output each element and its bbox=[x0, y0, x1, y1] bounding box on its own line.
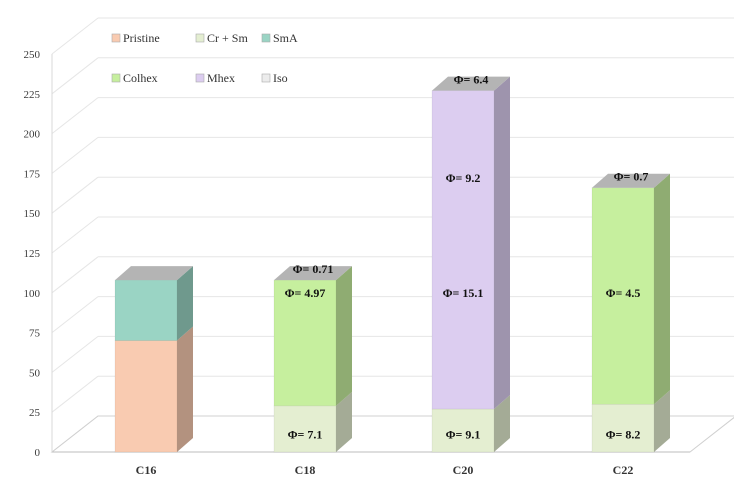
y-tick-label: 250 bbox=[24, 49, 41, 61]
legend-swatch bbox=[111, 33, 121, 43]
gridline-side bbox=[51, 256, 99, 294]
legend-label: SmA bbox=[273, 31, 298, 45]
x-category-label: C18 bbox=[295, 463, 316, 477]
legend-item-iso: Iso bbox=[261, 71, 288, 85]
y-tick-label: 0 bbox=[35, 447, 41, 459]
gridline-side bbox=[51, 296, 99, 333]
bar-segment-side bbox=[654, 173, 670, 405]
phi-annotation: Φ= 4.97 bbox=[285, 286, 326, 300]
legend-swatch bbox=[261, 73, 271, 83]
y-tick-label: 200 bbox=[24, 129, 41, 141]
phi-annotation: Φ= 4.5 bbox=[606, 286, 641, 300]
legend-label: Pristine bbox=[123, 31, 160, 45]
bar-segment-pristine bbox=[114, 340, 178, 453]
legend-item-cr-sm: Cr + Sm bbox=[195, 31, 248, 45]
y-tick-label: 150 bbox=[24, 208, 41, 220]
bar-segment-side bbox=[494, 76, 510, 410]
label-layer: C16 C18 C20 C22 Φ= 7.1 Φ= 4.97 Φ= 0.71 Φ= 9.1 Φ=… bbox=[136, 72, 649, 477]
bar-stack-c16 bbox=[114, 266, 193, 453]
y-tick-label: 50 bbox=[29, 367, 41, 379]
legend-item-mhex: Mhex bbox=[195, 71, 235, 85]
legend-label: Cr + Sm bbox=[207, 31, 248, 45]
gridline-side bbox=[51, 336, 99, 373]
bar-segment-side bbox=[177, 326, 193, 452]
legend-swatch bbox=[261, 33, 271, 43]
gridline-side bbox=[51, 216, 99, 254]
bar-top-cap bbox=[274, 266, 352, 281]
bar-top-cap bbox=[592, 173, 670, 188]
bar-segment-cr-sm bbox=[591, 403, 655, 453]
legend-label: Colhex bbox=[123, 71, 158, 85]
legend-label: Mhex bbox=[207, 71, 235, 85]
x-category-label: C22 bbox=[613, 463, 634, 477]
y-tick-label: 100 bbox=[24, 288, 41, 300]
y-tick-label: 25 bbox=[29, 407, 41, 419]
gridline-side bbox=[51, 375, 99, 413]
bar-top-cap bbox=[432, 76, 510, 91]
legend-swatch bbox=[195, 73, 205, 83]
bar-segment-mhex bbox=[431, 90, 495, 410]
x-category-label: C16 bbox=[136, 463, 157, 477]
phi-annotation: Φ= 0.71 bbox=[293, 262, 334, 276]
bar-segment-side bbox=[494, 395, 510, 452]
bar-segment-side bbox=[654, 390, 670, 452]
bar-layer bbox=[114, 76, 670, 453]
bar-segment-sma bbox=[114, 279, 178, 341]
legend-label: Iso bbox=[273, 71, 288, 85]
bar-segment-side bbox=[177, 266, 193, 341]
phi-annotation: Φ= 9.1 bbox=[446, 427, 481, 441]
bar-stack-c20 bbox=[431, 76, 510, 453]
gridline-side bbox=[51, 57, 99, 95]
bar-segment-side bbox=[336, 266, 352, 406]
phi-annotation: Φ= 8.2 bbox=[606, 427, 641, 441]
y-tick-label: 225 bbox=[24, 89, 41, 101]
bar-stack-c22 bbox=[591, 173, 670, 453]
gridline-side bbox=[51, 137, 99, 174]
phi-annotation: Φ= 6.4 bbox=[454, 72, 489, 86]
gridline-side bbox=[51, 176, 99, 214]
y-tick-label: 175 bbox=[24, 168, 41, 180]
phi-annotation: Φ= 9.2 bbox=[446, 171, 481, 185]
legend-item-colhex: Colhex bbox=[111, 71, 158, 85]
legend-item-pristine: Pristine bbox=[111, 31, 160, 45]
bar-segment-side bbox=[336, 391, 352, 452]
gridline-side bbox=[51, 17, 99, 55]
phi-annotation: Φ= 7.1 bbox=[288, 427, 323, 441]
bar-segment-colhex bbox=[591, 187, 655, 405]
y-tick-label: 125 bbox=[24, 248, 41, 260]
y-tick-label: 75 bbox=[29, 328, 41, 340]
legend-swatch bbox=[195, 33, 205, 43]
bar-segment-cr-sm bbox=[431, 408, 495, 453]
legend-layer: Pristine Cr + Sm SmA Colhex Mhex Iso bbox=[111, 31, 298, 85]
gridline-side bbox=[51, 97, 99, 134]
legend-item-sma: SmA bbox=[261, 31, 298, 45]
x-category-label: C20 bbox=[453, 463, 474, 477]
phi-annotation: Φ= 15.1 bbox=[443, 286, 484, 300]
bar-top-cap bbox=[115, 266, 193, 281]
phi-annotation: Φ= 0.7 bbox=[614, 170, 649, 184]
legend-swatch bbox=[111, 73, 121, 83]
bar-stack-c18 bbox=[273, 266, 352, 453]
